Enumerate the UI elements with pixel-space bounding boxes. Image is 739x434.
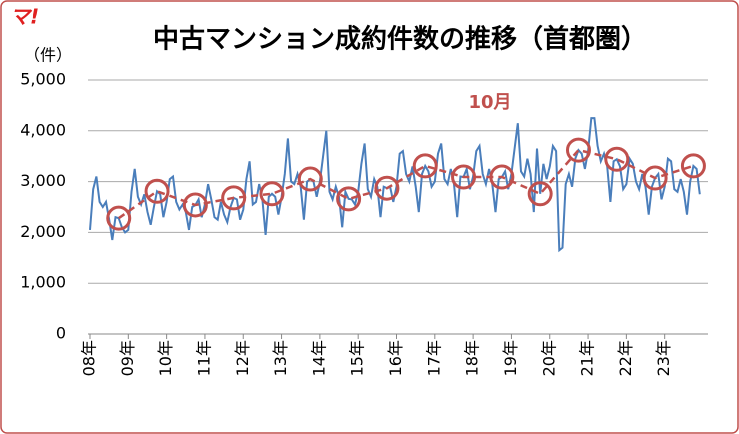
chart-title: 中古マンション成約件数の推移（首都圏） bbox=[153, 24, 647, 55]
october-marker bbox=[642, 165, 668, 191]
october-marker bbox=[527, 181, 553, 207]
x-tick-label: 12年 bbox=[233, 340, 252, 376]
logo: マ! bbox=[10, 5, 39, 29]
y-tick-label: 2,000 bbox=[20, 222, 66, 241]
annotation: 10月 bbox=[468, 92, 511, 113]
x-tick-label: 17年 bbox=[424, 340, 443, 376]
x-tick-label: 08年 bbox=[80, 340, 99, 376]
october-marker bbox=[336, 186, 362, 212]
october-marker bbox=[565, 137, 591, 163]
x-tick-label: 15年 bbox=[348, 340, 367, 376]
x-tick-label: 16年 bbox=[386, 340, 405, 376]
x-tick-label: 10年 bbox=[156, 340, 175, 376]
october-marker bbox=[106, 205, 132, 231]
y-tick-label: 1,000 bbox=[20, 273, 66, 292]
y-tick-label: 5,000 bbox=[20, 70, 66, 89]
october-marker bbox=[451, 164, 477, 190]
october-marker bbox=[412, 153, 438, 179]
x-tick-label: 09年 bbox=[118, 340, 137, 376]
x-tick-label: 11年 bbox=[194, 340, 213, 376]
x-tick-label: 23年 bbox=[654, 340, 673, 376]
october-marker bbox=[259, 181, 285, 207]
x-tick-label: 18年 bbox=[463, 340, 482, 376]
october-marker bbox=[680, 153, 706, 179]
y-unit-label: （件） bbox=[24, 46, 72, 65]
x-tick-label: 13年 bbox=[271, 340, 290, 376]
october-marker bbox=[182, 192, 208, 218]
x-tick-label: 21年 bbox=[578, 340, 597, 376]
october-marker bbox=[374, 175, 400, 201]
y-tick-label: 4,000 bbox=[20, 120, 66, 139]
october-marker bbox=[297, 166, 323, 192]
x-tick-label: 19年 bbox=[501, 340, 520, 376]
x-tick-label: 20年 bbox=[539, 340, 558, 376]
x-tick-label: 22年 bbox=[616, 340, 635, 376]
october-marker bbox=[221, 185, 247, 211]
october-marker bbox=[489, 164, 515, 190]
trend-line bbox=[117, 148, 694, 220]
x-tick-label: 14年 bbox=[309, 340, 328, 376]
october-marker bbox=[144, 178, 170, 204]
y-tick-label: 3,000 bbox=[20, 171, 66, 190]
y-tick-label: 0 bbox=[56, 324, 66, 343]
october-marker bbox=[604, 146, 630, 172]
